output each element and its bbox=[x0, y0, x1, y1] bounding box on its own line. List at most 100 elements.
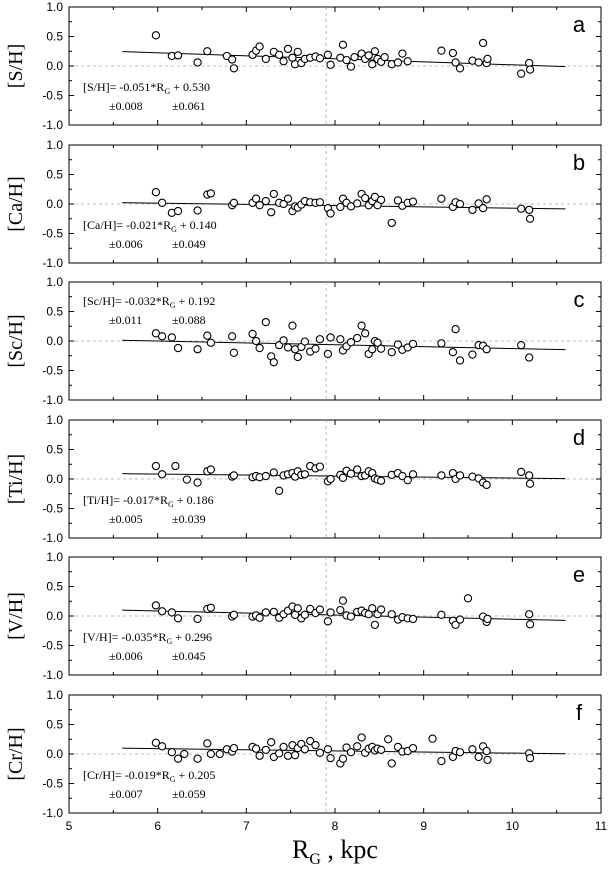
x-tick-label: 10 bbox=[506, 819, 520, 833]
star-data-point bbox=[525, 753, 535, 763]
star-data-point bbox=[274, 749, 284, 758]
intercept-error: ±0.039 bbox=[172, 512, 206, 526]
star-data-point bbox=[448, 348, 458, 357]
star-data-point bbox=[455, 615, 465, 624]
star-data-point bbox=[269, 189, 278, 199]
star-data-point bbox=[455, 64, 465, 73]
star-data-point bbox=[525, 205, 534, 215]
star-data-point bbox=[300, 337, 310, 346]
star-data-point bbox=[384, 735, 393, 744]
star-data-point bbox=[206, 603, 216, 612]
x-axis-label: RG , kpc bbox=[292, 835, 378, 868]
equation-prefix: [Ti/H]= -0.017*R bbox=[83, 493, 168, 507]
star-data-point bbox=[279, 199, 288, 209]
star-data-point bbox=[474, 752, 483, 762]
slope-error: ±0.005 bbox=[109, 512, 143, 526]
star-data-point bbox=[151, 31, 161, 40]
x-tick-label: 5 bbox=[66, 819, 73, 833]
panel-letter: a bbox=[573, 12, 586, 37]
equation-prefix: [Cr/H]= -0.019*R bbox=[83, 768, 170, 782]
star-data-point bbox=[255, 751, 264, 760]
x-tick-label: 11 bbox=[595, 819, 608, 833]
star-data-point bbox=[279, 57, 288, 66]
x-tick-label: 6 bbox=[154, 819, 161, 833]
star-data-point bbox=[483, 614, 492, 624]
star-data-point bbox=[468, 205, 477, 215]
panel-f: 1.0 0.5 0.0 -0.5 -1.0 [Cr/H] f [Cr/H]= -0.019*R… bbox=[5, 688, 602, 820]
star-data-point bbox=[248, 329, 257, 339]
star-data-point bbox=[463, 594, 473, 603]
panels-group: 1.0 0.5 0.0 -0.5 -1.0 [S/H] a [S/H]= -0.051*RG … bbox=[5, 0, 602, 820]
star-data-point bbox=[274, 50, 284, 59]
star-data-point bbox=[346, 62, 356, 71]
panel-letter: f bbox=[576, 700, 583, 725]
y-tick-label: 1.0 bbox=[46, 688, 63, 702]
y-tick-label: -0.5 bbox=[42, 227, 63, 241]
star-data-point bbox=[357, 733, 366, 742]
equation-subscript: G bbox=[168, 500, 174, 509]
slope-error: ±0.008 bbox=[109, 99, 143, 113]
star-data-point bbox=[167, 608, 177, 617]
star-data-point bbox=[255, 201, 264, 210]
y-tick-label: 0.5 bbox=[46, 30, 63, 44]
intercept-error: ±0.059 bbox=[172, 787, 206, 801]
regression-equation: [Ca/H]= -0.021*RG + 0.140 bbox=[83, 218, 217, 234]
star-data-point bbox=[350, 53, 359, 62]
panel-letter: d bbox=[573, 425, 585, 450]
star-data-point bbox=[311, 344, 320, 353]
regression-equation: [S/H]= -0.051*RG + 0.530 bbox=[83, 80, 210, 96]
star-data-point bbox=[315, 748, 325, 757]
panel-letter: b bbox=[573, 150, 585, 175]
y-tick-label: -1.0 bbox=[42, 118, 63, 132]
y-tick-label: -1.0 bbox=[42, 393, 63, 407]
star-data-point bbox=[336, 202, 345, 212]
star-data-point bbox=[173, 614, 183, 623]
star-data-point bbox=[380, 53, 389, 62]
star-data-point bbox=[346, 469, 356, 478]
y-tick-label: -0.5 bbox=[42, 89, 63, 103]
x-tick-label: 9 bbox=[420, 819, 427, 833]
star-data-point bbox=[206, 465, 216, 474]
star-data-point bbox=[455, 199, 465, 209]
star-data-point bbox=[338, 473, 348, 482]
star-data-point bbox=[370, 47, 380, 56]
y-tick-label: 0.5 bbox=[46, 718, 63, 732]
star-data-point bbox=[326, 474, 335, 484]
star-data-point bbox=[151, 461, 161, 471]
star-data-point bbox=[517, 340, 526, 350]
y-tick-label: 0.5 bbox=[46, 168, 63, 182]
equation-suffix: + 0.296 bbox=[172, 630, 212, 644]
star-data-point bbox=[251, 194, 261, 203]
star-data-point bbox=[525, 353, 534, 362]
equation-prefix: [S/H]= -0.051*R bbox=[83, 80, 164, 94]
star-data-point bbox=[251, 744, 261, 753]
y-tick-label: -1.0 bbox=[42, 256, 63, 270]
star-data-point bbox=[229, 64, 239, 73]
star-data-point bbox=[203, 739, 212, 748]
star-data-point bbox=[517, 69, 526, 78]
star-data-point bbox=[437, 610, 446, 619]
star-data-point bbox=[323, 50, 333, 59]
star-data-point bbox=[269, 468, 278, 477]
star-data-point bbox=[455, 748, 465, 757]
star-data-point bbox=[193, 58, 202, 67]
star-data-point bbox=[373, 338, 382, 347]
star-data-point bbox=[428, 734, 437, 743]
star-data-point bbox=[478, 38, 488, 48]
star-data-point bbox=[193, 754, 202, 763]
star-data-point bbox=[408, 197, 418, 206]
star-data-point bbox=[408, 743, 418, 753]
star-data-point bbox=[206, 338, 216, 347]
star-data-point bbox=[157, 742, 167, 751]
star-data-point bbox=[387, 218, 396, 228]
star-data-point bbox=[387, 348, 396, 357]
star-data-point bbox=[336, 605, 345, 615]
star-data-point bbox=[323, 349, 333, 359]
star-data-point bbox=[227, 332, 237, 341]
equation-subscript: G bbox=[171, 225, 177, 234]
star-data-point bbox=[474, 58, 483, 67]
equation-suffix: + 0.192 bbox=[176, 294, 216, 308]
y-axis-label: [V/H] bbox=[5, 592, 27, 640]
star-data-point bbox=[203, 47, 212, 56]
star-data-point bbox=[306, 736, 315, 746]
